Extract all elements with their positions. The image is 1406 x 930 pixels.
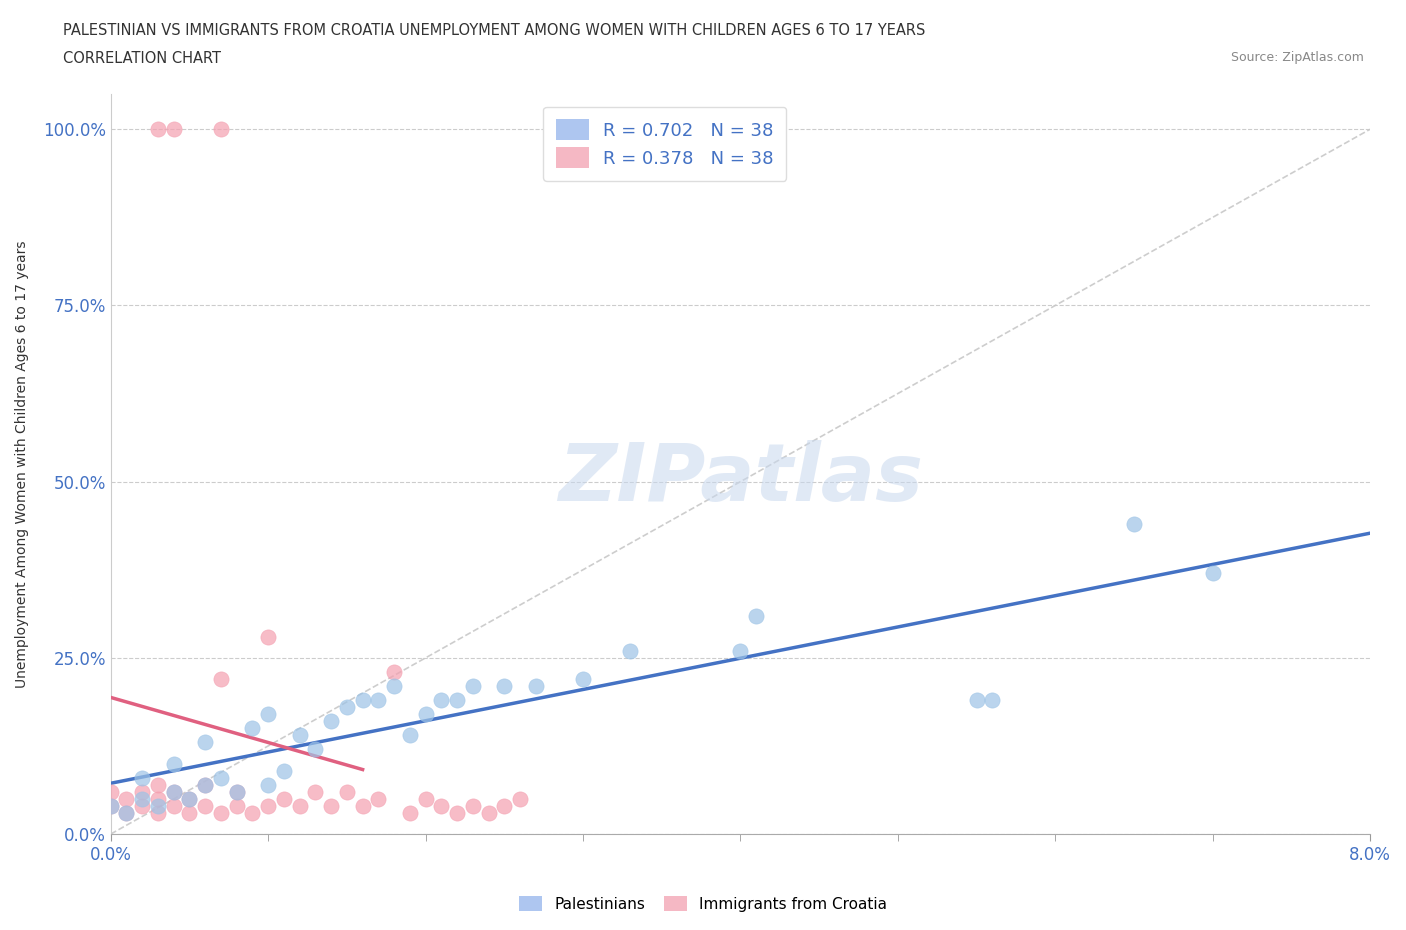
Point [100, 799, 122, 814]
Point [321, 799, 343, 814]
Point [100, 799, 122, 814]
Text: ZIPatlas: ZIPatlas [558, 440, 922, 518]
Point [415, 791, 437, 806]
Point [273, 764, 295, 778]
Point [382, 665, 405, 680]
Point [304, 784, 326, 799]
Point [352, 693, 374, 708]
Point [100, 784, 122, 799]
Point [115, 805, 138, 820]
Point [163, 799, 186, 814]
Point [225, 799, 247, 814]
Point [179, 791, 201, 806]
Legend: Palestinians, Immigrants from Croatia: Palestinians, Immigrants from Croatia [513, 889, 893, 918]
Point [115, 791, 138, 806]
Point [321, 714, 343, 729]
Point [446, 805, 468, 820]
Point [179, 791, 201, 806]
Point [398, 728, 420, 743]
Point [446, 693, 468, 708]
Point [288, 799, 311, 814]
Point [131, 784, 153, 799]
Point [367, 791, 389, 806]
Point [745, 608, 768, 623]
Text: PALESTINIAN VS IMMIGRANTS FROM CROATIA UNEMPLOYMENT AMONG WOMEN WITH CHILDREN AG: PALESTINIAN VS IMMIGRANTS FROM CROATIA U… [63, 23, 925, 38]
Legend: R = 0.702   N = 38, R = 0.378   N = 38: R = 0.702 N = 38, R = 0.378 N = 38 [544, 107, 786, 181]
Point [288, 728, 311, 743]
Point [146, 805, 169, 820]
Point [304, 742, 326, 757]
Point [131, 799, 153, 814]
Point [257, 799, 280, 814]
Point [194, 777, 217, 792]
Point [257, 630, 280, 644]
Point [194, 777, 217, 792]
Point [163, 122, 186, 137]
Point [273, 791, 295, 806]
Point [461, 679, 484, 694]
Point [163, 756, 186, 771]
Point [131, 770, 153, 785]
Point [242, 805, 264, 820]
Point [572, 671, 595, 686]
Text: Source: ZipAtlas.com: Source: ZipAtlas.com [1230, 51, 1364, 64]
Point [430, 693, 453, 708]
Point [225, 784, 247, 799]
Point [430, 799, 453, 814]
Point [494, 679, 516, 694]
Point [509, 791, 531, 806]
Point [336, 699, 359, 714]
Point [209, 671, 232, 686]
Text: CORRELATION CHART: CORRELATION CHART [63, 51, 221, 66]
Point [415, 707, 437, 722]
Point [981, 693, 1004, 708]
Point [619, 644, 641, 658]
Point [461, 799, 484, 814]
Point [257, 707, 280, 722]
Point [146, 777, 169, 792]
Point [225, 784, 247, 799]
Point [194, 799, 217, 814]
Point [163, 784, 186, 799]
Point [257, 777, 280, 792]
Point [352, 799, 374, 814]
Point [336, 784, 359, 799]
Point [163, 784, 186, 799]
Y-axis label: Unemployment Among Women with Children Ages 6 to 17 years: Unemployment Among Women with Children A… [15, 240, 30, 688]
Point [367, 693, 389, 708]
Point [1123, 516, 1146, 531]
Point [524, 679, 547, 694]
Point [966, 693, 988, 708]
Point [382, 679, 405, 694]
Point [131, 791, 153, 806]
Point [730, 644, 752, 658]
Point [146, 122, 169, 137]
Point [242, 721, 264, 736]
Point [146, 791, 169, 806]
Point [194, 735, 217, 750]
Point [179, 805, 201, 820]
Point [115, 805, 138, 820]
Point [398, 805, 420, 820]
Point [494, 799, 516, 814]
Point [146, 799, 169, 814]
Point [1201, 565, 1223, 580]
Point [209, 122, 232, 137]
Point [477, 805, 499, 820]
Point [209, 770, 232, 785]
Point [209, 805, 232, 820]
